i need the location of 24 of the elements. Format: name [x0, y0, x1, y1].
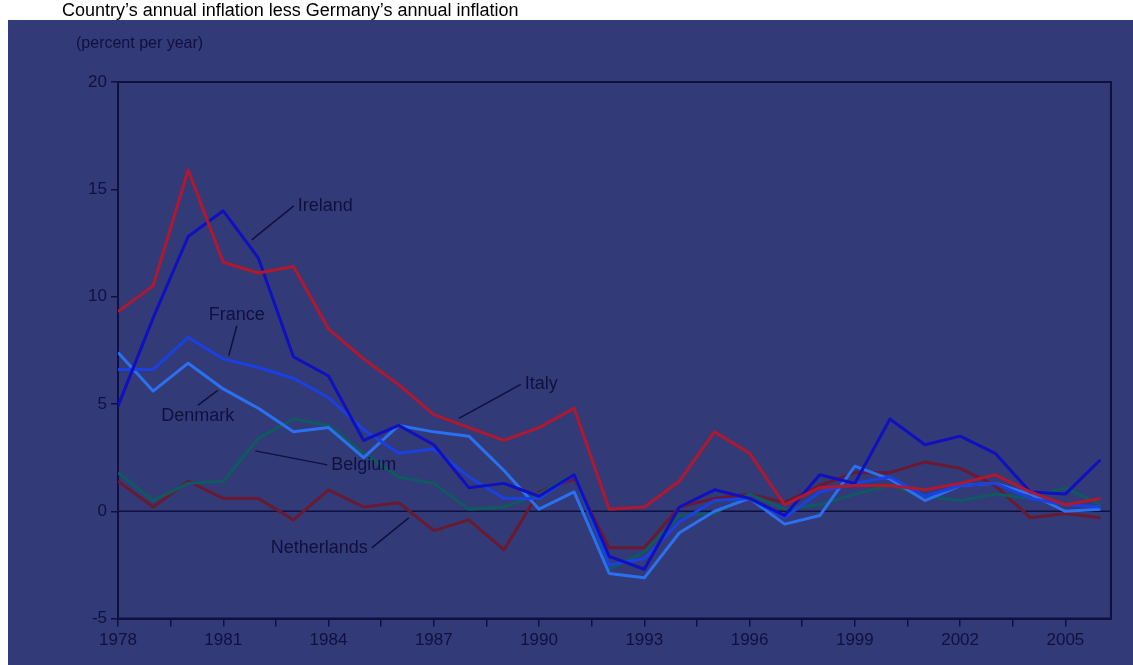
x-tick-label: 1981 — [204, 630, 243, 650]
x-tick-label: 1984 — [309, 630, 348, 650]
y-tick-label: 10 — [88, 286, 107, 306]
y-tick-label: -5 — [91, 608, 107, 628]
y-axis-title: (percent per year) — [76, 34, 204, 52]
x-tick-label: 1999 — [835, 630, 874, 650]
series-label: France — [208, 303, 265, 324]
x-tick-label: 1990 — [520, 630, 558, 650]
x-tick-label: 2002 — [941, 630, 980, 650]
series-label: Netherlands — [270, 536, 368, 557]
chart-title: Country’s annual inflation less Germany’s annual inflation — [62, 0, 519, 20]
y-tick-label: 5 — [97, 393, 107, 413]
y-tick-label: 20 — [88, 71, 107, 91]
y-tick-label: 0 — [97, 500, 107, 520]
text: Ireland — [297, 194, 353, 215]
x-tick-label: 2005 — [1046, 630, 1085, 650]
series-label: Belgium — [331, 453, 397, 474]
series-label: Italy — [524, 373, 558, 394]
x-tick-label: 1987 — [414, 630, 453, 650]
x-tick-label: 1996 — [730, 630, 769, 650]
x-tick-label: 1978 — [99, 630, 137, 650]
y-tick-label: 15 — [88, 179, 107, 199]
series-label: Denmark — [161, 405, 236, 426]
x-tick-label: 1993 — [625, 630, 664, 650]
